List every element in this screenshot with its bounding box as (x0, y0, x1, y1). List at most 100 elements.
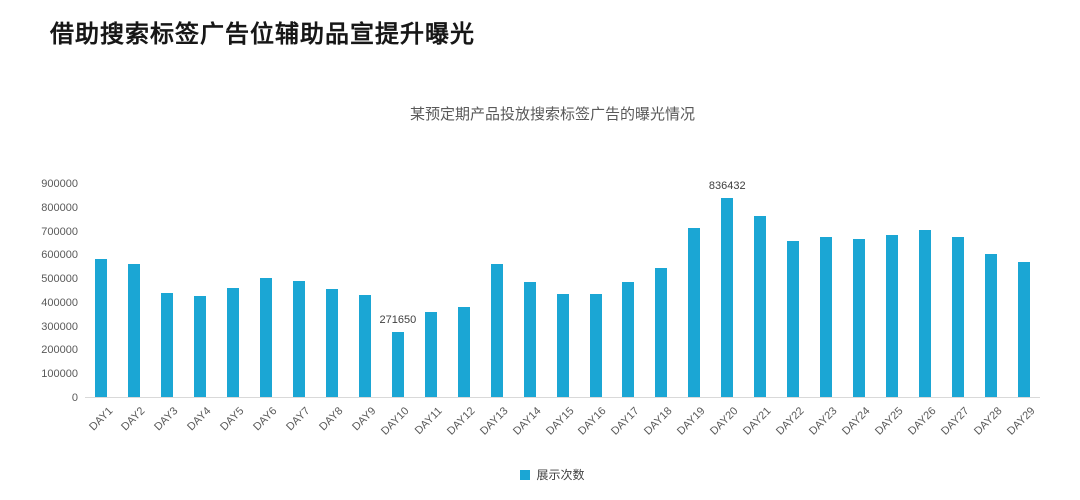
x-label-day29: DAY29 (1004, 405, 1038, 438)
bar-column-day21: DAY21 (741, 184, 777, 438)
x-label-day26: DAY26 (905, 405, 939, 438)
x-label-day23: DAY23 (807, 405, 840, 438)
bar-day13 (490, 264, 503, 397)
bar-column-day11: DAY11 (412, 184, 447, 437)
bar-column-day22: DAY22 (774, 184, 810, 438)
page-title: 借助搜索标签广告位辅助品宣提升曝光 (50, 21, 475, 48)
bar-day27 (951, 236, 964, 397)
y-tick-label: 400000 (41, 296, 78, 309)
bar-day15 (556, 294, 569, 397)
y-tick-label: 500000 (41, 273, 78, 286)
x-label-day10: DAY10 (378, 405, 412, 438)
bar-day17 (622, 282, 635, 397)
bar-column-day3: DAY3 (151, 184, 184, 433)
bar-day29 (1017, 262, 1030, 397)
bar-day3 (161, 293, 174, 397)
bar-column-day12: DAY12 (445, 184, 480, 438)
x-label-day18: DAY18 (642, 405, 675, 438)
bar-column-day8: DAY8 (316, 184, 349, 433)
bar-day8 (326, 288, 339, 397)
bar-column-day23: DAY23 (807, 184, 843, 438)
x-label-day28: DAY28 (971, 405, 1005, 438)
bar-column-day15: DAY15 (544, 184, 579, 438)
x-label-day13: DAY13 (477, 405, 511, 438)
x-label-day12: DAY12 (444, 405, 478, 438)
bar-column-day13: DAY13 (478, 184, 513, 438)
y-tick-label: 700000 (41, 225, 78, 238)
legend: 展示次数 (85, 466, 1020, 483)
bar-day18 (655, 268, 668, 397)
bar-column-day5: DAY5 (217, 184, 250, 433)
x-label-day2: DAY2 (119, 405, 148, 434)
x-label-day21: DAY21 (741, 405, 774, 438)
bar-day22 (787, 240, 800, 397)
bar-column-day7: DAY7 (283, 184, 316, 433)
y-axis: 0 100000 200000 300000 400000 500000 600000 700… (30, 178, 78, 404)
bar-day11 (424, 312, 437, 397)
data-label-day20: 836432 (708, 180, 746, 193)
bar-column-day18: DAY18 (642, 184, 678, 438)
bar-day12 (457, 306, 470, 397)
bar-column-day27: DAY27 (939, 184, 974, 438)
bar-day24 (853, 239, 866, 397)
y-tick-label: 200000 (41, 344, 78, 357)
bar-day7 (293, 280, 306, 397)
legend-swatch-icon (520, 469, 531, 480)
bar-day2 (128, 264, 141, 397)
bar-day26 (918, 230, 931, 397)
x-label-day22: DAY22 (774, 405, 807, 438)
bar-day10 (391, 332, 404, 397)
x-label-day1: DAY1 (86, 405, 115, 434)
bar-column-day29: DAY29 (1005, 184, 1040, 438)
x-label-day27: DAY27 (938, 405, 972, 438)
y-tick-label: 100000 (41, 368, 78, 381)
bar-column-day4: DAY4 (184, 184, 217, 433)
x-label-day5: DAY5 (218, 405, 247, 434)
bar-day23 (820, 236, 833, 397)
x-label-day24: DAY24 (839, 405, 873, 438)
x-label-day3: DAY3 (152, 405, 181, 434)
bar-column-day26: DAY26 (906, 184, 941, 438)
bar-day1 (95, 259, 108, 397)
y-tick-label: 800000 (41, 201, 78, 214)
bar-column-day25: DAY25 (873, 184, 909, 438)
bar-column-day19: DAY19 (675, 184, 711, 438)
x-label-day11: DAY11 (412, 405, 445, 437)
y-tick-label: 0 (71, 392, 78, 404)
x-label-day19: DAY19 (675, 405, 708, 438)
bar-column-day17: DAY17 (609, 184, 645, 438)
x-label-day4: DAY4 (185, 405, 214, 434)
bar-day28 (984, 254, 997, 397)
bar-day9 (358, 294, 371, 397)
bar-column-day14: DAY14 (511, 184, 546, 438)
bar-day21 (754, 215, 767, 397)
bar-day20 (721, 198, 734, 397)
x-label-day20: DAY20 (708, 405, 741, 438)
x-label-day14: DAY14 (510, 405, 544, 438)
bar-day4 (194, 295, 207, 397)
x-label-day6: DAY6 (251, 405, 280, 434)
y-tick-label: 300000 (41, 320, 78, 333)
bar-column-day24: DAY24 (840, 184, 876, 438)
legend-label: 展示次数 (536, 468, 585, 482)
y-tick-label: 600000 (41, 249, 78, 262)
bar-column-day9: DAY9 (349, 184, 382, 433)
x-label-day25: DAY25 (872, 405, 906, 438)
bar-day25 (885, 234, 898, 397)
x-label-day16: DAY16 (576, 405, 610, 438)
x-label-day15: DAY15 (543, 405, 577, 438)
y-tick-label: 900000 (41, 178, 78, 190)
bar-day5 (227, 288, 240, 397)
bar-day19 (688, 227, 701, 397)
bar-column-day1: DAY1 (85, 184, 118, 433)
bar-day16 (589, 293, 602, 397)
bar-column-day20: 836432 DAY20 (708, 180, 745, 437)
bar-column-day16: DAY16 (576, 184, 612, 438)
x-label-day9: DAY9 (350, 405, 379, 434)
bar-day14 (523, 282, 536, 397)
chart-title: 某预定期产品投放搜索标签广告的曝光情况 (409, 106, 695, 123)
bar-day6 (260, 277, 273, 397)
bar-column-day2: DAY2 (118, 184, 151, 433)
bar-column-day6: DAY6 (250, 184, 283, 433)
